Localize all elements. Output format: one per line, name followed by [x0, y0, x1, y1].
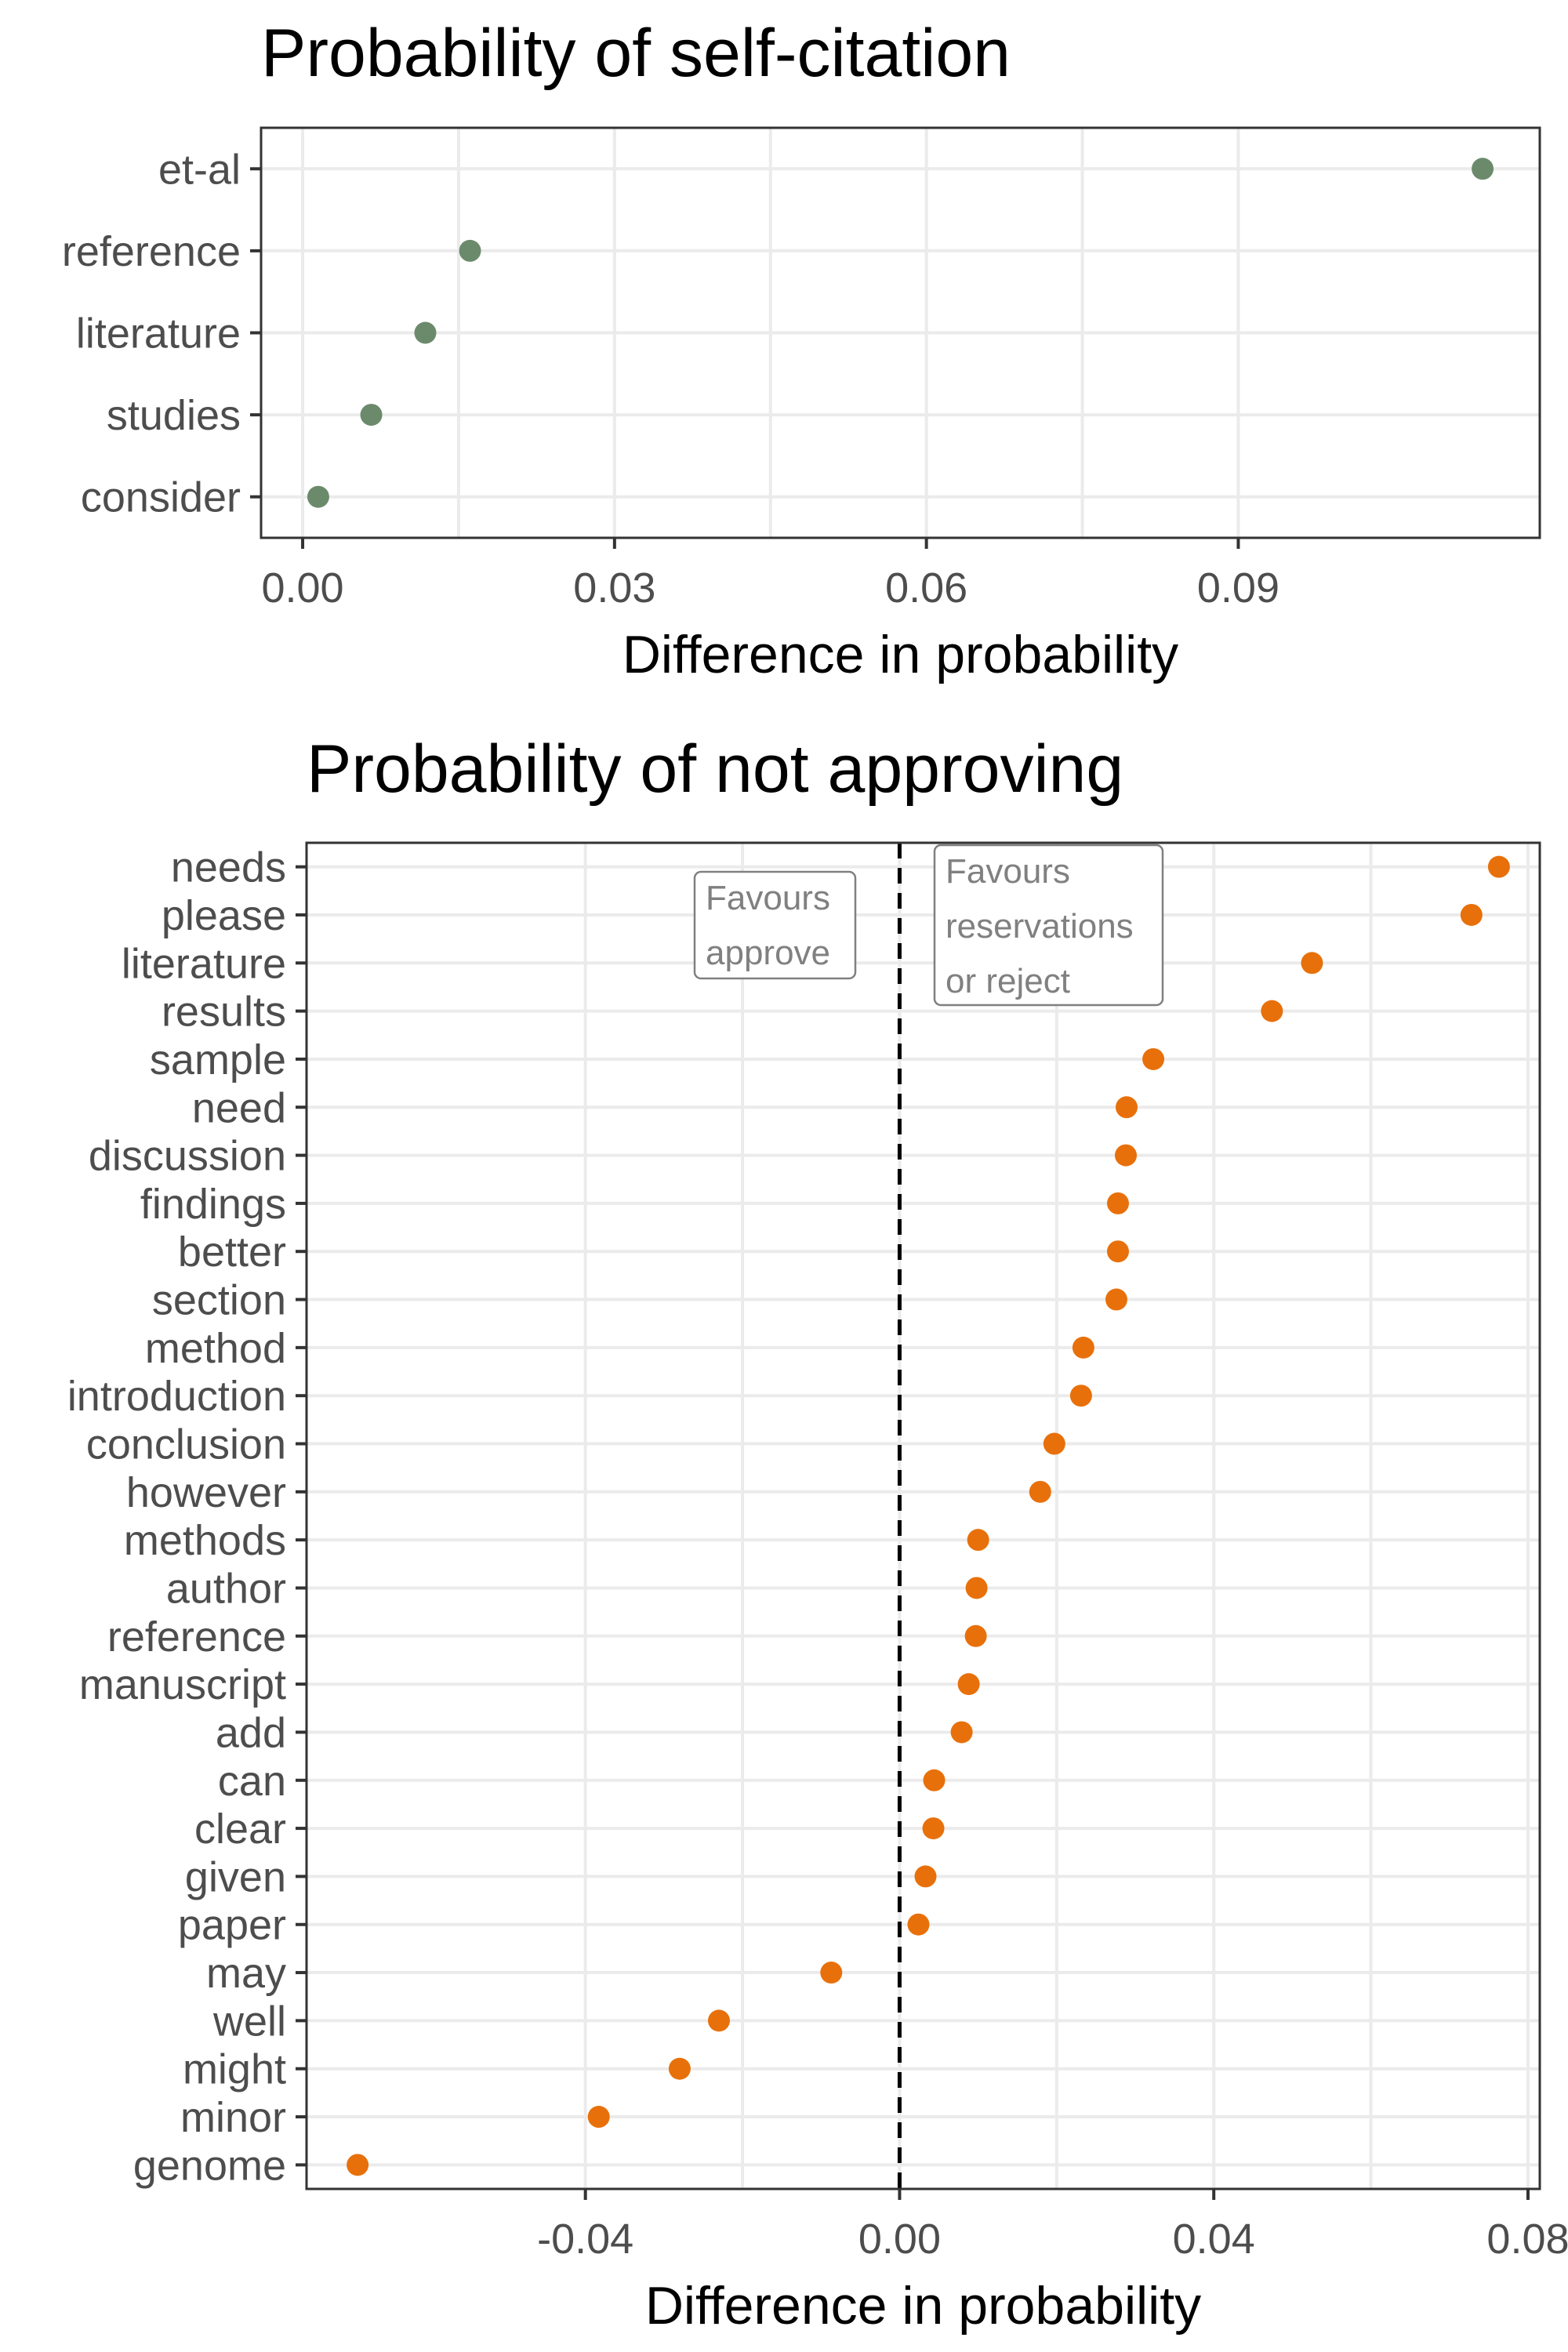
y-tick-label: needs [171, 844, 286, 891]
y-tick-label: add [216, 1709, 286, 1756]
y-tick-label: et-al [158, 146, 241, 193]
y-tick-label: author [166, 1565, 286, 1612]
y-tick-label: introduction [67, 1373, 286, 1420]
annotation-text: Favours [946, 852, 1070, 891]
data-point [1106, 1240, 1129, 1263]
data-point [587, 2106, 610, 2129]
data-point [1069, 1385, 1092, 1407]
annotation-box [693, 870, 857, 980]
y-tick-label: can [218, 1758, 286, 1805]
y-tick-label: methods [124, 1517, 286, 1564]
y-tick-label: literature [76, 310, 241, 358]
data-point [1072, 1336, 1094, 1359]
x-axis-title: Difference in probability [645, 2276, 1201, 2336]
plot-frame [305, 841, 1541, 2190]
data-point [1460, 903, 1483, 926]
annotation-favours-approve: Favours approve [693, 870, 857, 980]
annotation-box [933, 844, 1164, 1007]
y-tick-label: might [183, 2046, 286, 2093]
data-point [922, 1817, 945, 1840]
data-point [965, 1577, 988, 1599]
y-tick-label: results [162, 989, 286, 1036]
y-tick-label: consider [81, 474, 241, 521]
annotation-text: or reject [946, 962, 1070, 1000]
data-point [907, 1913, 930, 1936]
y-tick-label: better [178, 1229, 286, 1276]
x-tick-label: 0.06 [885, 564, 967, 612]
y-tick-label: need [192, 1084, 286, 1131]
panel-1: Probability of self-citation et-al referen… [62, 16, 1541, 684]
data-point [914, 1865, 937, 1888]
x-axis-title: Difference in probability [622, 625, 1178, 684]
y-tick-label: conclusion [86, 1421, 286, 1468]
data-point [1142, 1047, 1165, 1070]
annotation-favours-reject: Favours reservations or reject [933, 844, 1164, 1007]
y-tick-label: reference [107, 1613, 286, 1661]
annotation-text: approve [706, 934, 830, 972]
data-point [1261, 1000, 1283, 1022]
data-point [1043, 1432, 1065, 1455]
y-tick-label: well [212, 1998, 286, 2045]
data-point [668, 2057, 691, 2080]
annotation-text: reservations [946, 907, 1134, 946]
chart-title: Probability of not approving [307, 731, 1123, 807]
y-tick-label: genome [133, 2142, 286, 2189]
x-tick-label: -0.04 [537, 2216, 633, 2263]
data-point [1115, 1096, 1138, 1119]
y-tick-label: however [126, 1469, 286, 1516]
x-tick-label: 0.08 [1486, 2216, 1568, 2263]
data-point [1105, 1288, 1127, 1311]
x-tick-label: 0.00 [261, 564, 343, 612]
data-point [1472, 158, 1494, 180]
data-point [820, 1962, 843, 1984]
data-point [950, 1721, 973, 1744]
x-tick-label: 0.00 [858, 2216, 941, 2263]
x-tick-label: 0.09 [1197, 564, 1279, 612]
data-point [307, 485, 329, 508]
y-tick-label: manuscript [79, 1661, 286, 1708]
y-tick-label: please [162, 892, 286, 939]
data-point [347, 2154, 369, 2176]
y-tick-label: section [152, 1277, 286, 1324]
y-tick-label: clear [194, 1806, 286, 1853]
data-point [1487, 855, 1510, 878]
data-point [964, 1624, 987, 1647]
y-tick-label: literature [122, 940, 286, 987]
x-tick-label: 0.03 [573, 564, 655, 612]
x-tick-label: 0.04 [1173, 2216, 1255, 2263]
data-point [1029, 1480, 1051, 1503]
data-point [1114, 1144, 1137, 1167]
data-point [967, 1529, 989, 1552]
annotation-text: Favours [706, 879, 830, 917]
y-tick-label: studies [107, 392, 241, 439]
data-point [957, 1673, 980, 1696]
data-point [923, 1769, 946, 1791]
y-tick-label: findings [140, 1181, 286, 1228]
y-tick-label: reference [62, 228, 241, 275]
y-tick-label: discussion [89, 1133, 286, 1180]
y-tick-label: sample [150, 1036, 286, 1083]
y-tick-label: may [206, 1950, 286, 1997]
data-point [708, 2009, 731, 2032]
data-point [1301, 952, 1323, 975]
y-tick-label: given [185, 1853, 286, 1900]
data-point [414, 321, 437, 344]
y-tick-label: paper [178, 1902, 286, 1949]
panel-2: Probability of not approving needspleasel… [67, 731, 1568, 2336]
y-tick-label: minor [180, 2094, 286, 2141]
data-point [360, 404, 383, 426]
chart-title: Probability of self-citation [261, 16, 1011, 91]
y-tick-label: method [145, 1325, 286, 1372]
data-point [459, 239, 481, 262]
data-point [1106, 1192, 1129, 1214]
